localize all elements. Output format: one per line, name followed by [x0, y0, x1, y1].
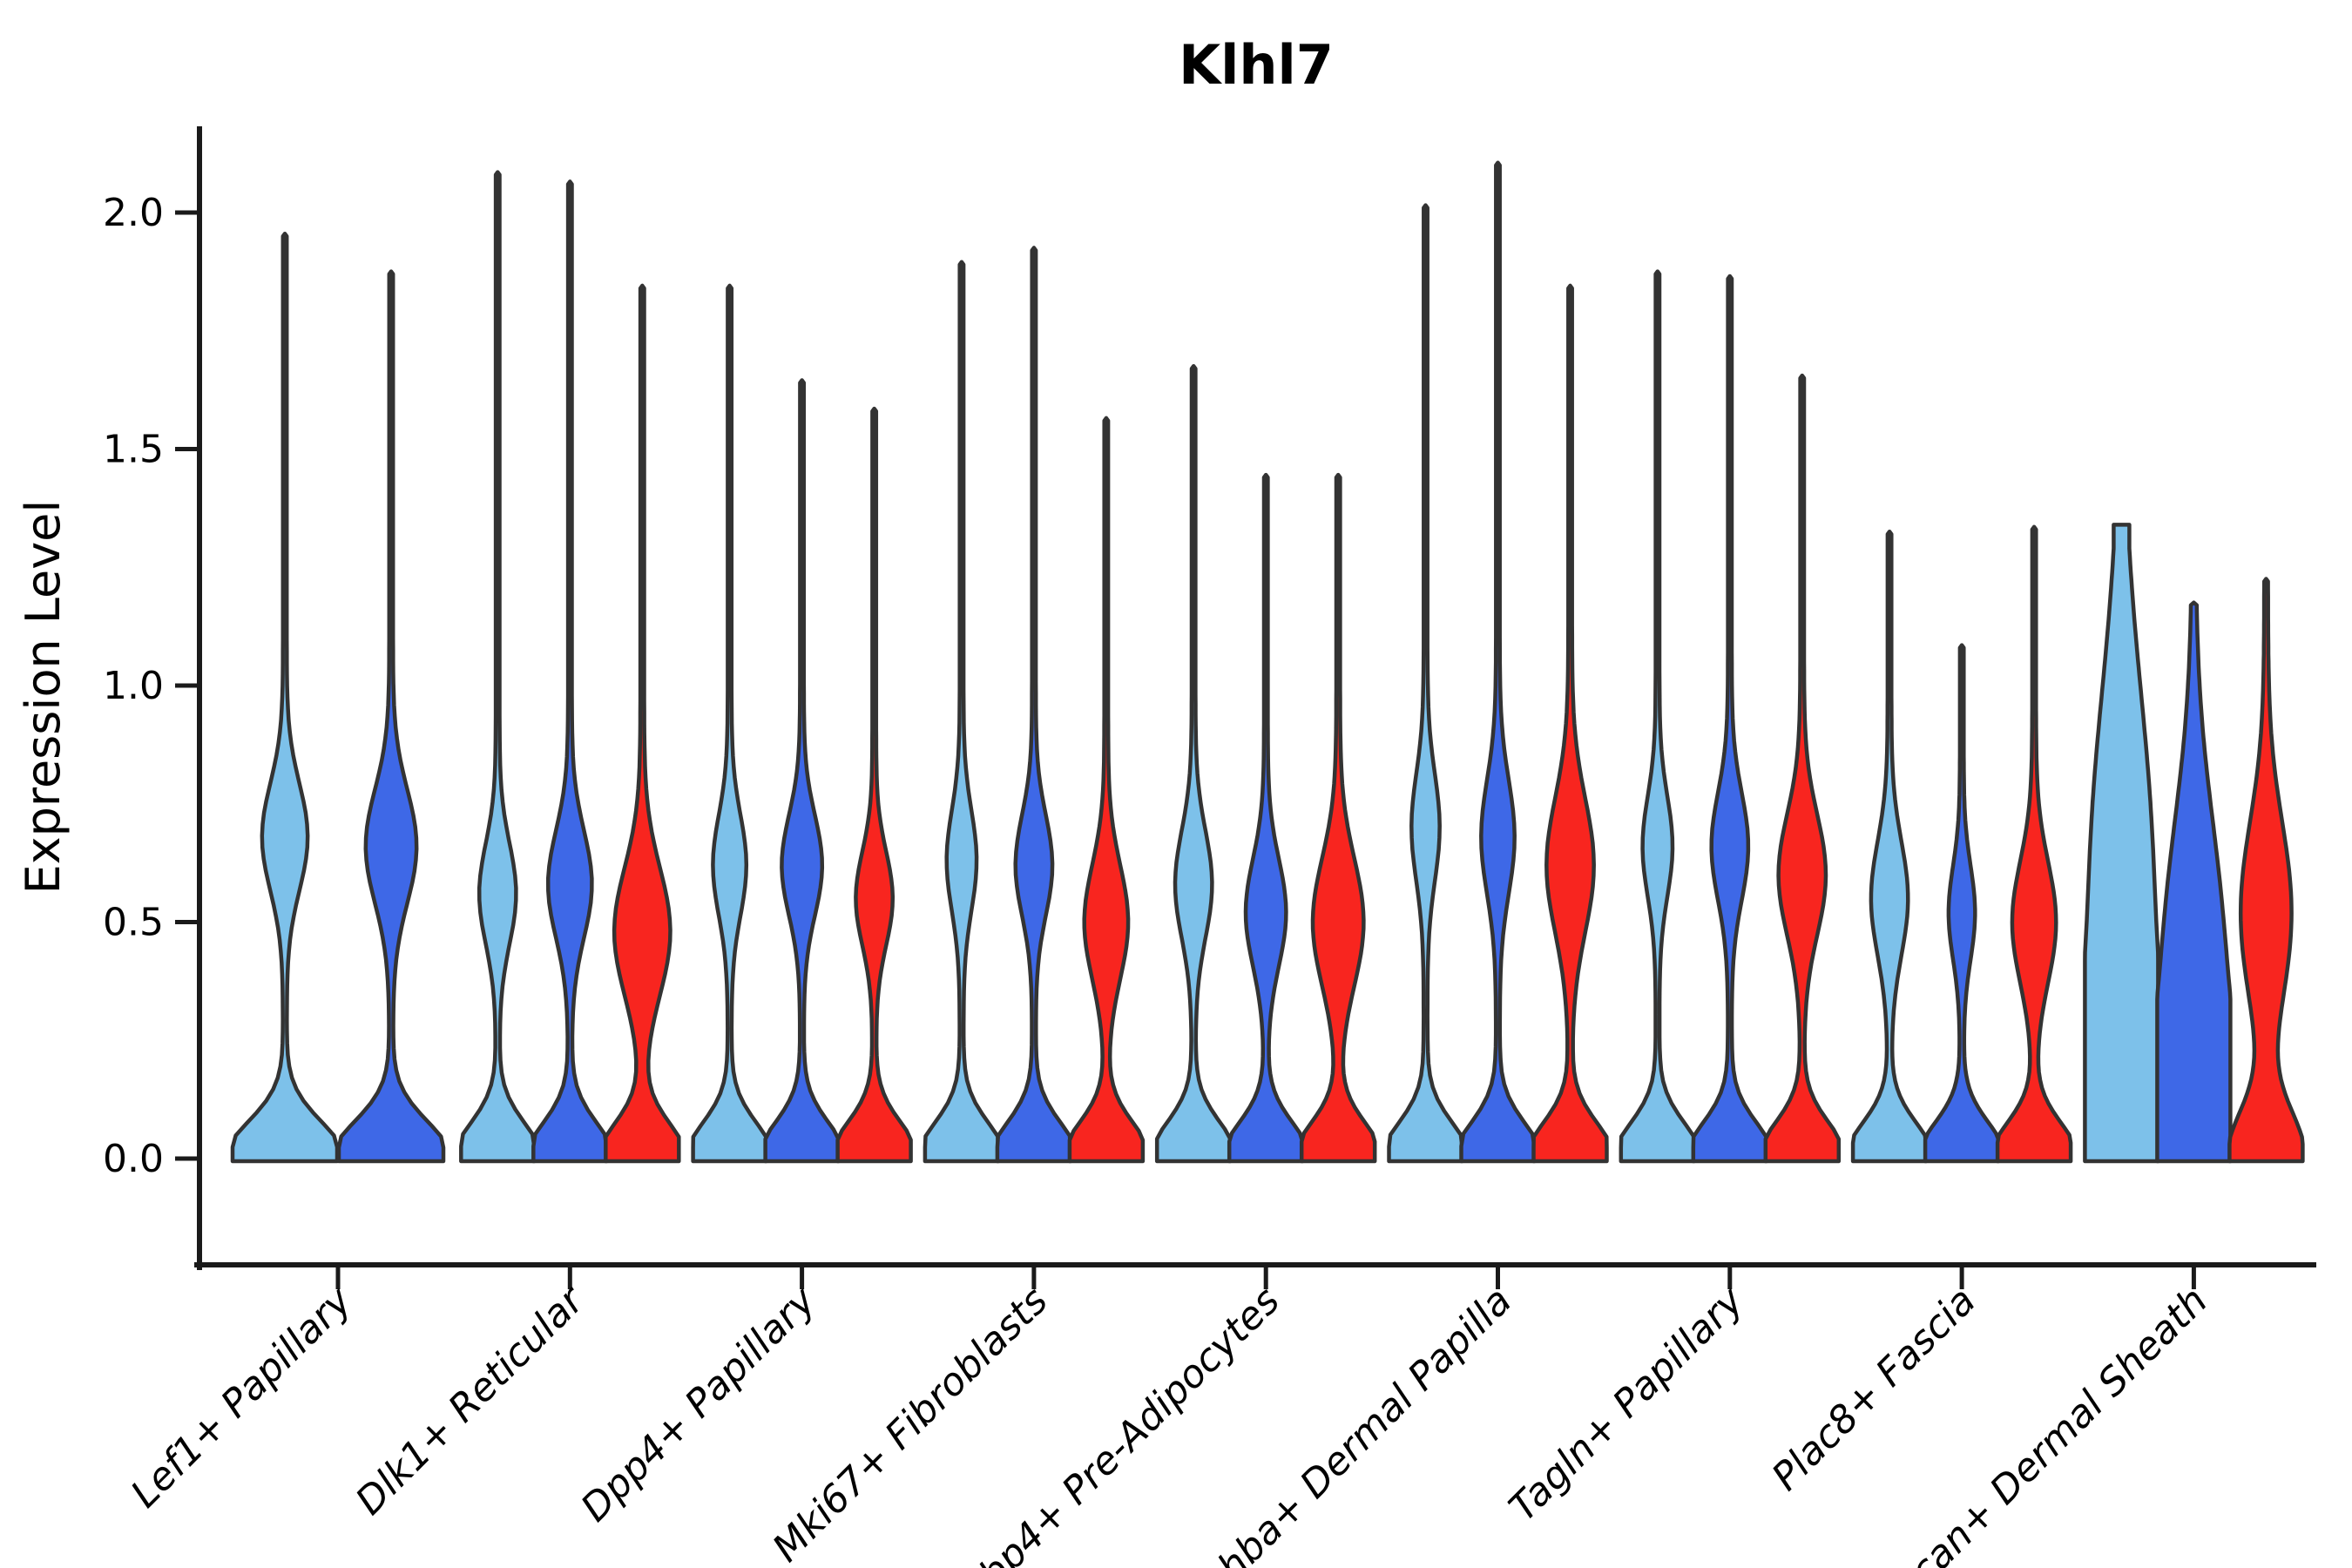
violin [1387, 203, 1464, 1164]
y-axis-ticks: 0.0 0.5 1.0 1.5 2.0 [103, 191, 199, 1181]
violin [1299, 472, 1377, 1164]
violin [1227, 472, 1305, 1164]
x-tick-label: Plac8+ Fascia [1763, 1279, 1984, 1499]
x-tick-label: Tagln+ Papillary [1501, 1278, 1753, 1530]
violin [2227, 577, 2305, 1164]
x-tick-label: Lef1+ Papillary [123, 1278, 362, 1517]
violin [2155, 600, 2233, 1164]
violin [2083, 523, 2160, 1164]
violin [995, 246, 1073, 1164]
x-tick-label: Dpp4+ Papillary [572, 1278, 825, 1531]
violin [835, 406, 913, 1164]
violin [1531, 283, 1609, 1164]
y-tick-label: 1.0 [103, 664, 164, 708]
violin [336, 269, 446, 1164]
chart-title: Klhl7 [1179, 33, 1334, 97]
violin [531, 179, 609, 1164]
violin [691, 283, 768, 1164]
violin [1619, 269, 1697, 1164]
violin [1154, 363, 1233, 1164]
violin [230, 231, 340, 1164]
violin [923, 260, 1001, 1164]
y-tick-label: 0.5 [103, 901, 164, 945]
y-tick-label: 0.0 [103, 1137, 164, 1181]
violin [1691, 274, 1769, 1164]
y-tick-label: 1.5 [103, 428, 164, 472]
y-tick-label: 2.0 [103, 191, 164, 235]
x-tick-label: Dlk1+ Reticular [348, 1277, 594, 1524]
y-axis-label: Expression Level [16, 500, 71, 895]
violin [1850, 529, 1929, 1164]
violin [1763, 373, 1842, 1164]
violins-layer [230, 160, 2305, 1164]
violin [459, 170, 537, 1164]
violin [1459, 160, 1537, 1164]
violin [1067, 416, 1146, 1164]
violin [1923, 643, 2001, 1164]
violin [604, 283, 681, 1164]
violin [1995, 524, 2073, 1164]
violin [763, 378, 841, 1164]
